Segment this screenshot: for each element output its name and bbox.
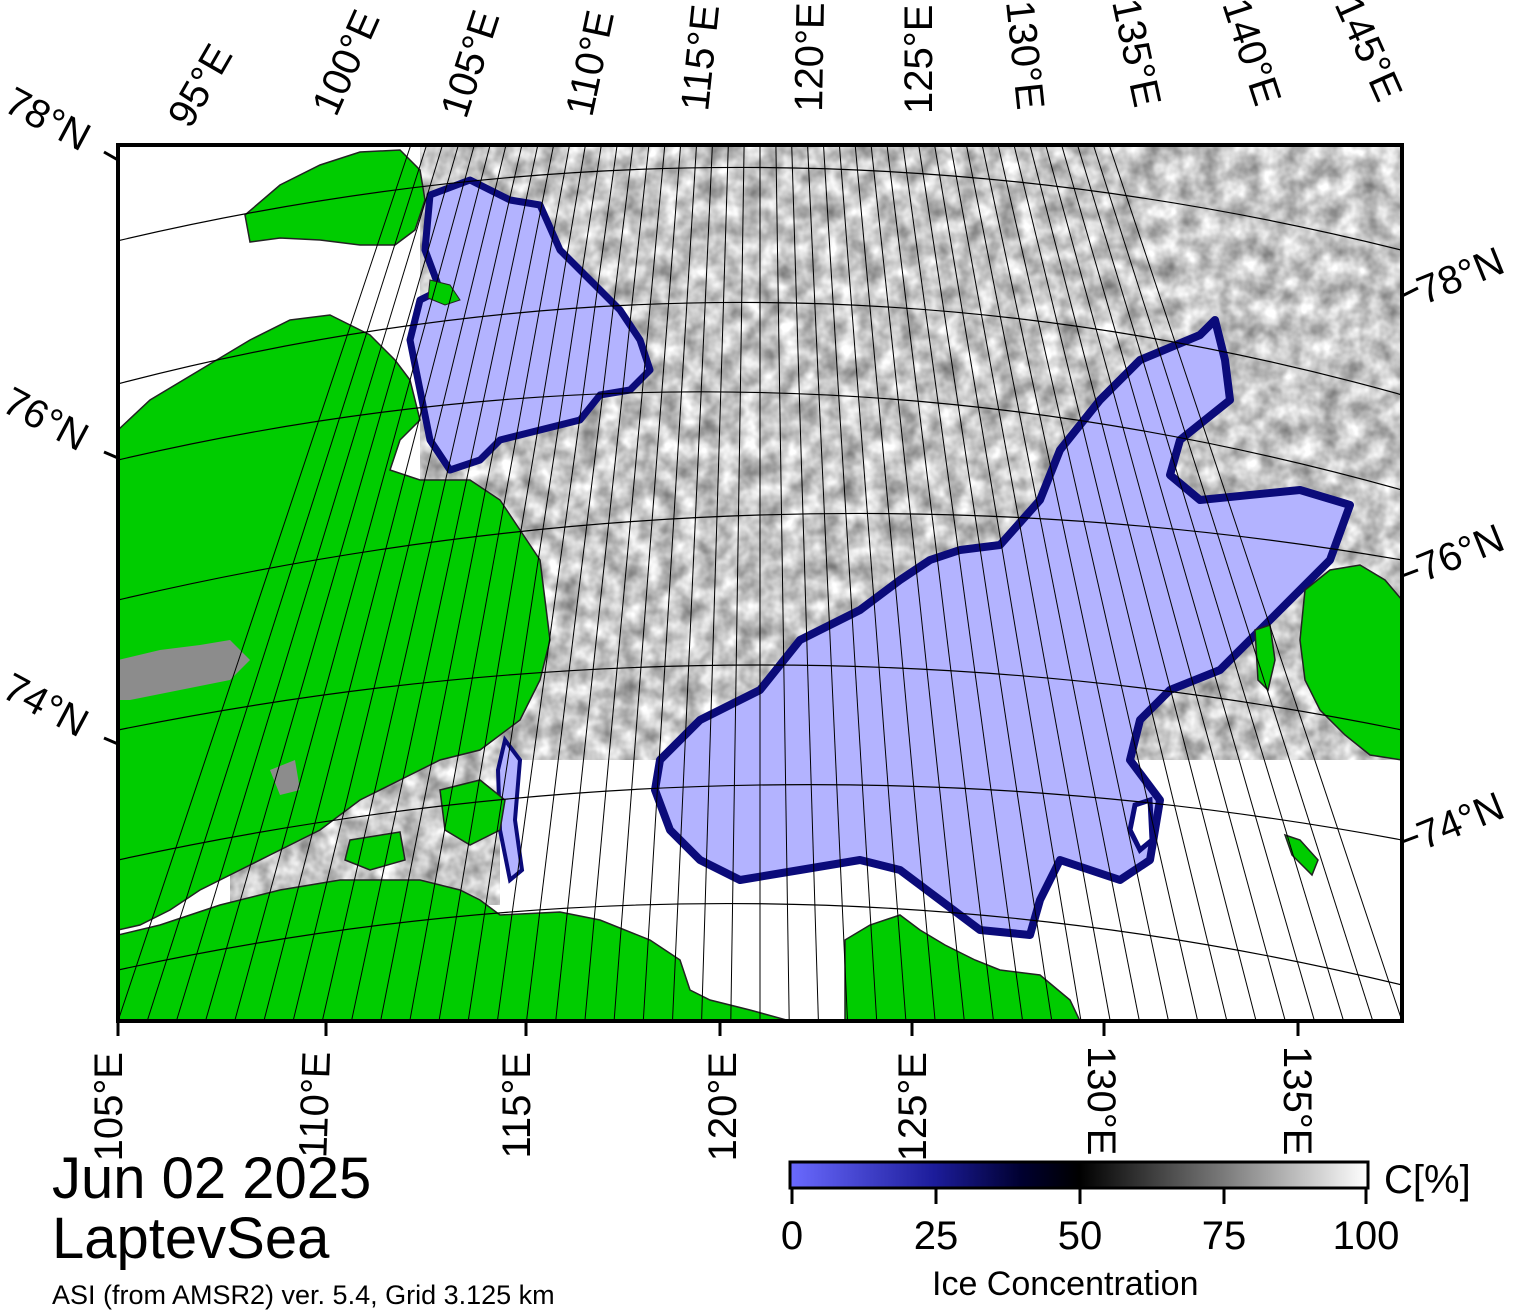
lon-label-top: 120°E [787, 2, 833, 112]
frame-ticks [103, 150, 1419, 1036]
lon-label-bottom: 135°E [1275, 1046, 1319, 1155]
meridian-line [263, 145, 491, 1021]
lon-label-bottom: 130°E [1079, 1046, 1123, 1155]
colorbar [788, 1160, 1370, 1190]
lon-label-top: 100°E [304, 4, 389, 122]
colorbar-tick-label: 50 [1057, 1214, 1103, 1258]
open-water-lead-east-taymyr [495, 735, 525, 884]
meridian-line [902, 145, 1024, 1021]
lon-label-bottom: 120°E [701, 1052, 745, 1161]
meridian-line [496, 145, 618, 1021]
meridian-line [642, 145, 697, 1021]
colorbar-unit: C[%] [1384, 1158, 1471, 1202]
map-area [118, 145, 1402, 1021]
pack-ice-texture [420, 145, 1402, 760]
meridian-line [950, 145, 1111, 1021]
meridian-line [467, 145, 602, 1021]
map-date: Jun 02 2025 [52, 1146, 372, 1211]
meridian-line [175, 145, 443, 1021]
meridian-line [1077, 145, 1345, 1021]
lat-label-right: 76°N [1411, 516, 1510, 590]
open-water-laptev-polynya [651, 316, 1354, 939]
land-kotelny-island [1299, 564, 1402, 761]
meridian-line [118, 145, 412, 1021]
colorbar-tick-label: 100 [1332, 1214, 1400, 1258]
land-siberia-south [118, 879, 791, 1021]
meridian-line [791, 145, 819, 1021]
lat-label-left: 74°N [0, 665, 95, 746]
lat-label-left: 76°N [0, 379, 95, 460]
meridian-line [934, 145, 1082, 1021]
colorbar-ticks [790, 1188, 1368, 1204]
land-gray-patch [270, 760, 300, 795]
meridian-line [146, 145, 428, 1021]
lon-label-bottom: 105°E [87, 1052, 131, 1161]
lat-label-left: 78°N [0, 79, 97, 160]
meridian-line [730, 145, 745, 1021]
lon-label-bottom: 125°E [891, 1052, 935, 1161]
lon-label-top: 115°E [673, 2, 728, 112]
meridian-line [1029, 145, 1257, 1021]
meridian-line [1092, 145, 1374, 1021]
lon-label-bottom: 110°E [291, 1051, 339, 1159]
data-source-credit: ASI (from AMSR2) ver. 5.4, Grid 3.125 km [52, 1280, 555, 1310]
meridian-line [997, 145, 1199, 1021]
lon-label-top: 130°E [997, 0, 1052, 112]
meridian-line [870, 145, 965, 1021]
meridian-line [205, 145, 459, 1021]
meridian-line [380, 145, 555, 1021]
meridian-line [886, 145, 994, 1021]
meridians [118, 145, 1402, 1021]
meridian-line [807, 145, 848, 1021]
map-frame [116, 143, 1404, 1023]
lon-label-top: 140°E [1213, 0, 1289, 111]
land-gray-patch [118, 640, 250, 700]
meridian-line [965, 145, 1140, 1021]
meridian-line [775, 145, 790, 1021]
land-severnaya-zemlya [244, 149, 426, 246]
meridian-line [438, 145, 586, 1021]
meridian-line [292, 145, 507, 1021]
meridian-line [854, 145, 936, 1021]
colorbar-title: Ice Concentration [932, 1265, 1199, 1303]
meridian-line [613, 145, 682, 1021]
meridian-line [701, 145, 729, 1021]
lon-label-top: 95°E [160, 37, 242, 134]
lon-label-top: 105°E [433, 5, 509, 123]
meridian-line [918, 145, 1053, 1021]
meridian-line [823, 145, 878, 1021]
meridian-line [351, 145, 539, 1021]
colorbar-tick-label: 25 [913, 1214, 959, 1258]
meridian-line [321, 145, 523, 1021]
meridian-line [409, 145, 570, 1021]
meridian-line [526, 145, 634, 1021]
lon-label-top: 110°E [558, 7, 623, 120]
lon-label-bottom: 115°E [495, 1052, 539, 1158]
meridian-line [584, 145, 666, 1021]
meridian-line [1045, 145, 1286, 1021]
meridian-line [234, 145, 475, 1021]
land-stolbovoy-island [1283, 833, 1319, 877]
lat-label-right: 78°N [1411, 239, 1510, 313]
lon-label-top: 145°E [1326, 0, 1411, 108]
meridian-line [838, 145, 907, 1021]
land-taymyr [118, 314, 551, 931]
meridian-line [1013, 145, 1228, 1021]
meridian-line [1108, 145, 1402, 1021]
lon-label-top: 135°E [1103, 0, 1169, 111]
colorbar-tick-label: 0 [780, 1214, 804, 1258]
meridian-line [672, 145, 713, 1021]
land-belkovsky-island [1254, 624, 1276, 692]
meridian-line [1061, 145, 1315, 1021]
map-region-title: LaptevSea [52, 1206, 330, 1271]
lat-label-right: 74°N [1411, 784, 1510, 858]
lon-label-top: 125°E [897, 5, 941, 114]
colorbar-tick-label: 75 [1201, 1214, 1247, 1258]
meridian-line [981, 145, 1169, 1021]
meridian-line [555, 145, 650, 1021]
